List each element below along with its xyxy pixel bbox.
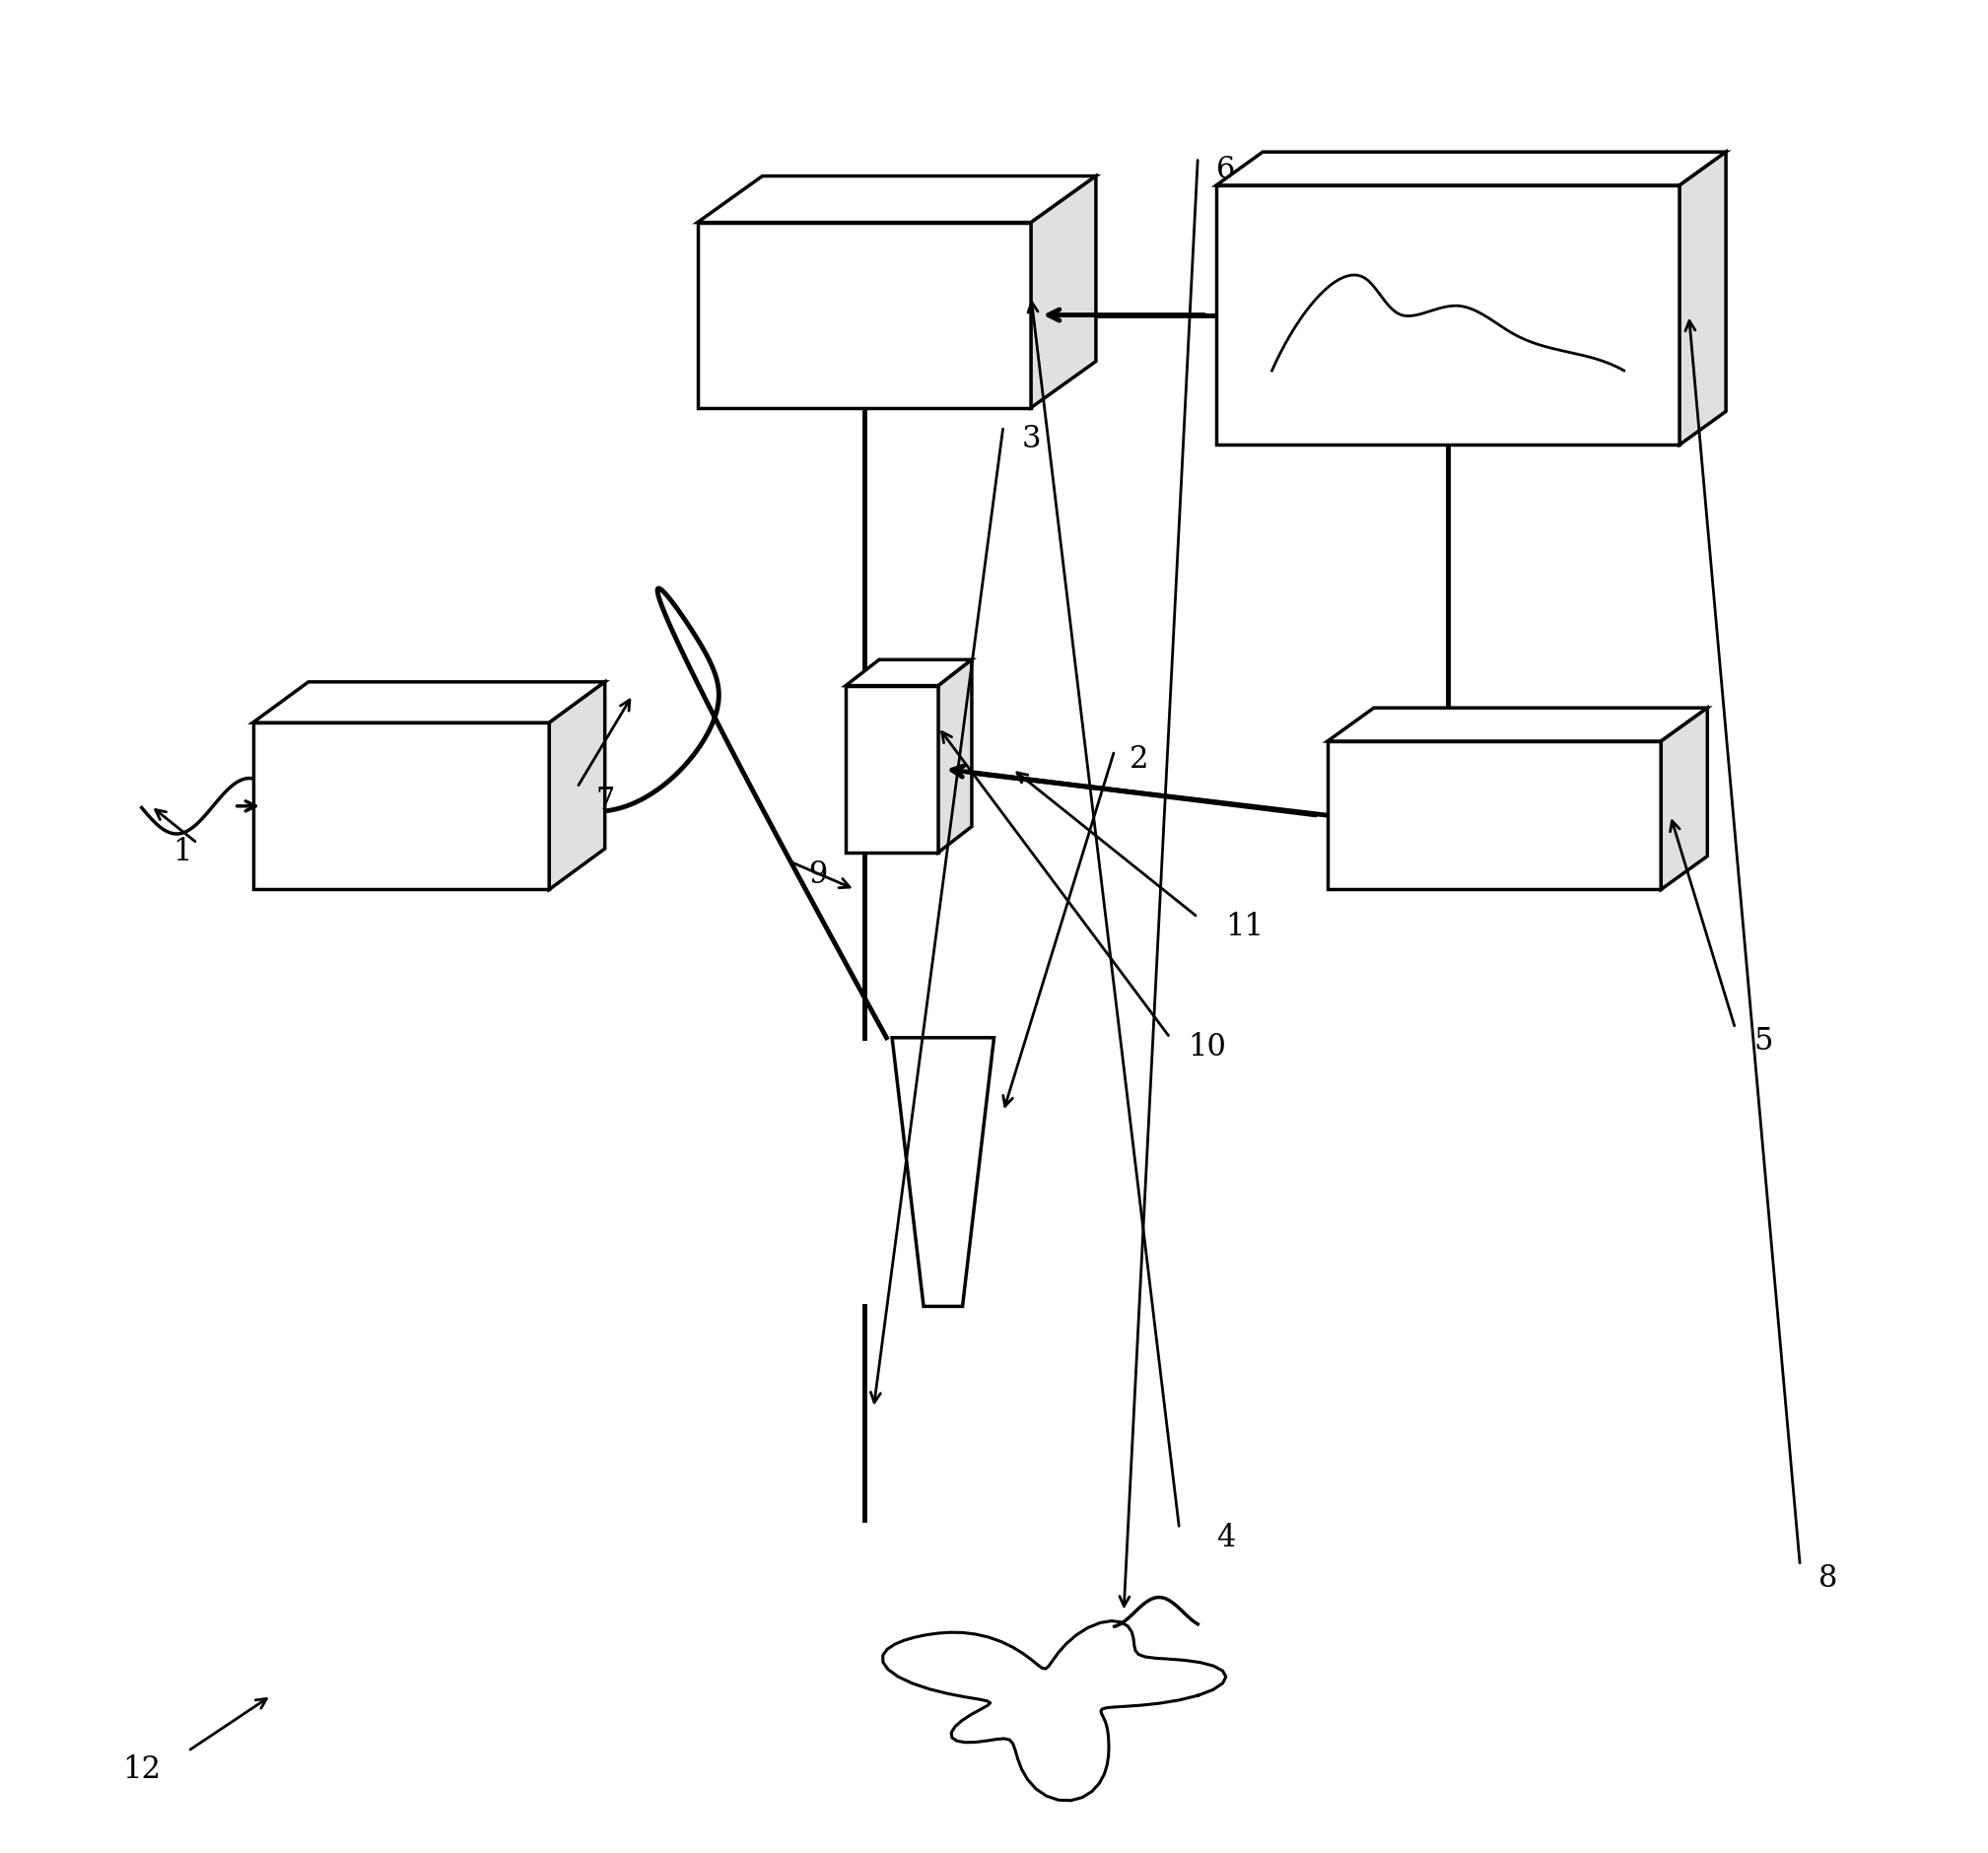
Polygon shape <box>1217 185 1680 445</box>
Text: 7: 7 <box>594 786 614 815</box>
Text: 4: 4 <box>1217 1523 1235 1553</box>
Text: 3: 3 <box>1022 424 1040 454</box>
Polygon shape <box>1328 708 1708 741</box>
Polygon shape <box>252 723 549 889</box>
Polygon shape <box>252 682 604 723</box>
Polygon shape <box>1680 152 1726 445</box>
Text: 8: 8 <box>1819 1564 1837 1594</box>
Polygon shape <box>1217 152 1726 185</box>
Polygon shape <box>1032 176 1095 408</box>
Text: 10: 10 <box>1189 1032 1227 1062</box>
Polygon shape <box>698 222 1032 408</box>
Text: 11: 11 <box>1225 912 1262 941</box>
Polygon shape <box>845 660 972 686</box>
Polygon shape <box>893 1038 994 1306</box>
Polygon shape <box>549 682 604 889</box>
Text: 6: 6 <box>1217 156 1235 185</box>
Polygon shape <box>698 176 1095 222</box>
Text: 9: 9 <box>809 860 827 889</box>
Text: 2: 2 <box>1129 745 1149 775</box>
Polygon shape <box>938 660 972 852</box>
Text: 12: 12 <box>123 1755 161 1784</box>
Polygon shape <box>1662 708 1708 889</box>
Polygon shape <box>845 686 938 852</box>
Text: 1: 1 <box>173 838 193 867</box>
Polygon shape <box>1328 741 1662 889</box>
Text: 5: 5 <box>1753 1027 1773 1056</box>
